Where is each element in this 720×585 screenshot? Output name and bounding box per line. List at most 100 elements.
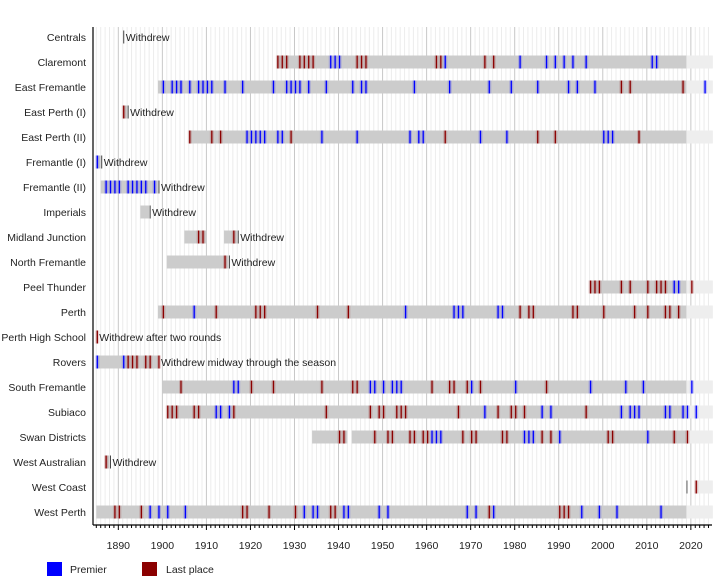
x-tick-label: 1920 [239, 540, 263, 552]
team-row: East Fremantle [15, 80, 713, 94]
team-label: East Perth (I) [24, 107, 86, 119]
team-row: Perth [61, 305, 713, 319]
x-tick-label: 1980 [503, 540, 527, 552]
season-bar [157, 80, 687, 94]
season-bar [96, 355, 158, 369]
team-row: East Perth (I) Withdrew [24, 105, 174, 119]
withdraw-note: Withdrew [126, 32, 170, 44]
x-tick-label: 1940 [327, 540, 351, 552]
withdraw-note: Withdrew after two rounds [99, 332, 221, 344]
x-tick-label: 1930 [283, 540, 307, 552]
team-row: Swan Districts [19, 430, 713, 444]
team-label: Imperials [43, 207, 86, 219]
team-label: Peel Thunder [23, 282, 86, 294]
x-tick-label: 2000 [591, 540, 615, 552]
withdraw-note: Withdrew [104, 157, 148, 169]
recent-season-bar [686, 405, 713, 419]
team-label: West Perth [34, 507, 86, 519]
team-row: East Perth (II) [21, 130, 713, 144]
legend-swatch-last-place [142, 562, 157, 576]
legend-label-premier: Premier [70, 564, 107, 576]
team-label: East Perth (II) [21, 132, 86, 144]
recent-season-bar [686, 130, 713, 144]
x-tick-label: 1900 [151, 540, 175, 552]
team-label: Swan Districts [19, 432, 86, 444]
season-bar [166, 405, 687, 419]
team-label: Subiaco [48, 407, 86, 419]
team-label: Rovers [53, 357, 86, 369]
legend-swatch-premier [47, 562, 62, 576]
grid [95, 27, 709, 525]
withdraw-note: Withdrew [130, 107, 174, 119]
withdraw-note: Withdrew midway through the season [161, 357, 336, 369]
axes: 1890 1900 1910 1920 1930 1940 1950 1960 1970 1980… [92, 27, 712, 552]
recent-season-bar [686, 380, 713, 394]
team-row: North Fremantle Withdrew [10, 255, 276, 269]
season-bar [162, 380, 687, 394]
team-label: Perth High School [1, 332, 86, 344]
team-label: East Fremantle [15, 82, 86, 94]
team-row: West Perth [34, 505, 713, 519]
season-bar [157, 305, 687, 319]
season-bar [312, 430, 348, 444]
team-row: Imperials Withdrew [43, 205, 196, 219]
recent-season-bar [686, 55, 713, 69]
team-label: North Fremantle [10, 257, 86, 269]
season-bar [276, 55, 687, 69]
season-bar [96, 505, 687, 519]
x-tick-label: 1970 [459, 540, 483, 552]
withdraw-note: Withdrew [240, 232, 284, 244]
team-label: Centrals [47, 32, 86, 44]
team-row: Claremont [38, 55, 713, 69]
team-label: Fremantle (I) [26, 157, 86, 169]
team-label: West Australian [13, 457, 86, 469]
x-tick-label: 2010 [635, 540, 659, 552]
team-label: Midland Junction [7, 232, 86, 244]
season-bar [105, 455, 110, 469]
x-tick-label: 1960 [415, 540, 439, 552]
team-row: Fremantle (II) Withdrew [23, 180, 205, 194]
team-row: Perth High School Withdrew after two roun… [1, 330, 221, 344]
recent-season-bar [686, 80, 713, 94]
season-bar [140, 205, 150, 219]
season-bar [589, 280, 687, 294]
legend-label-last-place: Last place [166, 564, 214, 576]
withdraw-note: Withdrew [152, 207, 196, 219]
recent-season-bar [686, 305, 713, 319]
team-row: Fremantle (I) Withdrew [26, 155, 148, 169]
team-label: South Fremantle [8, 382, 86, 394]
team-label: Perth [61, 307, 86, 319]
legend: Premier Last place [47, 562, 214, 576]
x-tick-label: 2020 [679, 540, 703, 552]
team-label: Claremont [38, 57, 87, 69]
recent-season-bar [686, 505, 713, 519]
season-bar [184, 230, 207, 244]
team-label: Fremantle (II) [23, 182, 86, 194]
season-bar [351, 430, 687, 444]
team-row: Rovers Withdrew midway through the season [53, 355, 336, 369]
x-tick-label: 1910 [195, 540, 219, 552]
team-row: South Fremantle [8, 380, 713, 394]
withdraw-note: Withdrew [161, 182, 205, 194]
team-row: West Coast [32, 480, 713, 494]
withdraw-note: Withdrew [231, 257, 275, 269]
recent-season-bar [686, 430, 713, 444]
withdraw-note: Withdrew [113, 457, 157, 469]
team-row: Midland Junction Withdrew [7, 230, 284, 244]
x-tick-label: 1890 [107, 540, 131, 552]
team-rows: Centrals Withdrew Claremont East Fremantle E… [1, 30, 713, 519]
team-row: West Australian Withdrew [13, 455, 157, 469]
season-bar [122, 105, 128, 119]
recent-season-bar [695, 480, 713, 494]
team-label: West Coast [32, 482, 86, 494]
recent-season-bar [686, 280, 713, 294]
x-tick-label: 1990 [547, 540, 571, 552]
team-row: Peel Thunder [23, 280, 713, 294]
season-bar [96, 155, 101, 169]
season-bar [188, 130, 687, 144]
season-bar [166, 255, 229, 269]
x-tick-label: 1950 [371, 540, 395, 552]
team-row: Subiaco [48, 405, 713, 419]
team-row: Centrals Withdrew [47, 30, 170, 44]
